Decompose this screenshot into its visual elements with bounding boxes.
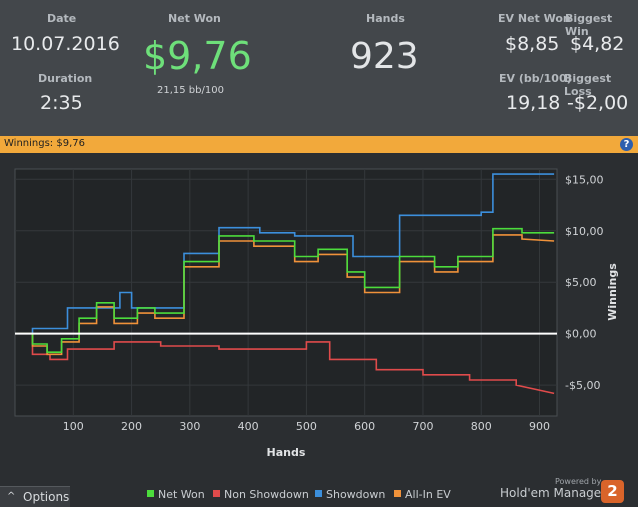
legend-swatch xyxy=(394,490,401,497)
hands-value: 923 xyxy=(350,36,419,77)
legend-swatch xyxy=(213,490,220,497)
x-tick-label: 900 xyxy=(529,420,550,433)
x-tick-labels: 100 200 300 400 500 600 700 800 900 xyxy=(63,420,550,433)
winnings-chart: $15,00 $10,00 $5,00 $0,00 -$5,00 100 200 300 40… xyxy=(14,168,619,459)
x-tick-label: 800 xyxy=(471,420,492,433)
ev-netwon-value: $8,85 xyxy=(505,33,560,55)
x-tick-label: 700 xyxy=(412,420,433,433)
x-axis-label: Hands xyxy=(267,446,306,459)
y-tick-label: $5,00 xyxy=(565,276,597,289)
series-lines xyxy=(15,173,555,395)
netwon-label: Net Won xyxy=(168,12,221,25)
netwon-value: $9,76 xyxy=(143,34,252,78)
y-tick-labels: $15,00 $10,00 $5,00 $0,00 -$5,00 xyxy=(565,173,604,392)
options-button[interactable]: ^ Options xyxy=(0,486,70,507)
biggest-loss-value: -$2,00 xyxy=(567,92,629,114)
series-line-all-in-ev xyxy=(15,234,555,356)
series-line-net-won xyxy=(15,227,555,353)
brand-name: Hold'em Manager xyxy=(500,486,607,500)
legend-label: Showdown xyxy=(326,488,386,501)
hands-label: Hands xyxy=(366,12,405,25)
x-tick-label: 300 xyxy=(179,420,200,433)
legend-non-showdown[interactable]: Non Showdown xyxy=(213,488,309,501)
biggest-win-label: Biggest Win xyxy=(565,12,613,38)
legend-label: Non Showdown xyxy=(224,488,309,501)
help-icon[interactable]: ? xyxy=(620,138,633,151)
hm2-logo-icon: 2 xyxy=(601,480,624,503)
winnings-bar-text: Winnings: $9,76 xyxy=(4,138,85,149)
duration-value: 2:35 xyxy=(40,92,83,114)
legend-net-won[interactable]: Net Won xyxy=(147,488,205,501)
series-line-non-showdown xyxy=(15,332,555,395)
biggest-loss-label: Biggest Loss xyxy=(564,72,612,98)
series-line-showdown xyxy=(15,173,555,335)
date-value: 10.07.2016 xyxy=(11,33,120,55)
powered-by-text: Powered by xyxy=(555,477,602,486)
biggest-win-value: $4,82 xyxy=(570,33,625,55)
options-label: Options xyxy=(23,490,70,504)
ev-bb100-label: EV (bb/100) xyxy=(499,72,572,85)
x-tick-label: 100 xyxy=(63,420,84,433)
y-tick-label: -$5,00 xyxy=(565,379,600,392)
legend-label: All-In EV xyxy=(405,488,451,501)
x-tick-label: 200 xyxy=(121,420,142,433)
ev-bb100-value: 19,18 xyxy=(506,92,561,114)
ev-netwon-label: EV Net Won xyxy=(498,12,571,25)
x-tick-label: 400 xyxy=(238,420,259,433)
legend-showdown[interactable]: Showdown xyxy=(315,488,385,501)
legend-swatch xyxy=(315,490,322,497)
plot-area xyxy=(14,168,558,417)
legend-label: Net Won xyxy=(158,488,205,501)
date-label: Date xyxy=(47,12,77,25)
y-tick-label: $0,00 xyxy=(565,328,597,341)
y-axis-label: Winnings xyxy=(606,263,619,321)
chevron-up-icon: ^ xyxy=(7,491,16,502)
legend-all-in-ev[interactable]: All-In EV xyxy=(394,488,451,501)
stats-panel: Date 10.07.2016 Duration 2:35 Net Won $9… xyxy=(0,0,638,136)
duration-label: Duration xyxy=(38,72,93,85)
x-tick-label: 500 xyxy=(296,420,317,433)
netwon-bb100: 21,15 bb/100 xyxy=(157,85,224,96)
x-tick-label: 600 xyxy=(354,420,375,433)
y-tick-label: $10,00 xyxy=(565,225,604,238)
y-tick-label: $15,00 xyxy=(565,173,604,186)
legend-swatch xyxy=(147,490,154,497)
winnings-bar: Winnings: $9,76 ? xyxy=(0,136,638,153)
